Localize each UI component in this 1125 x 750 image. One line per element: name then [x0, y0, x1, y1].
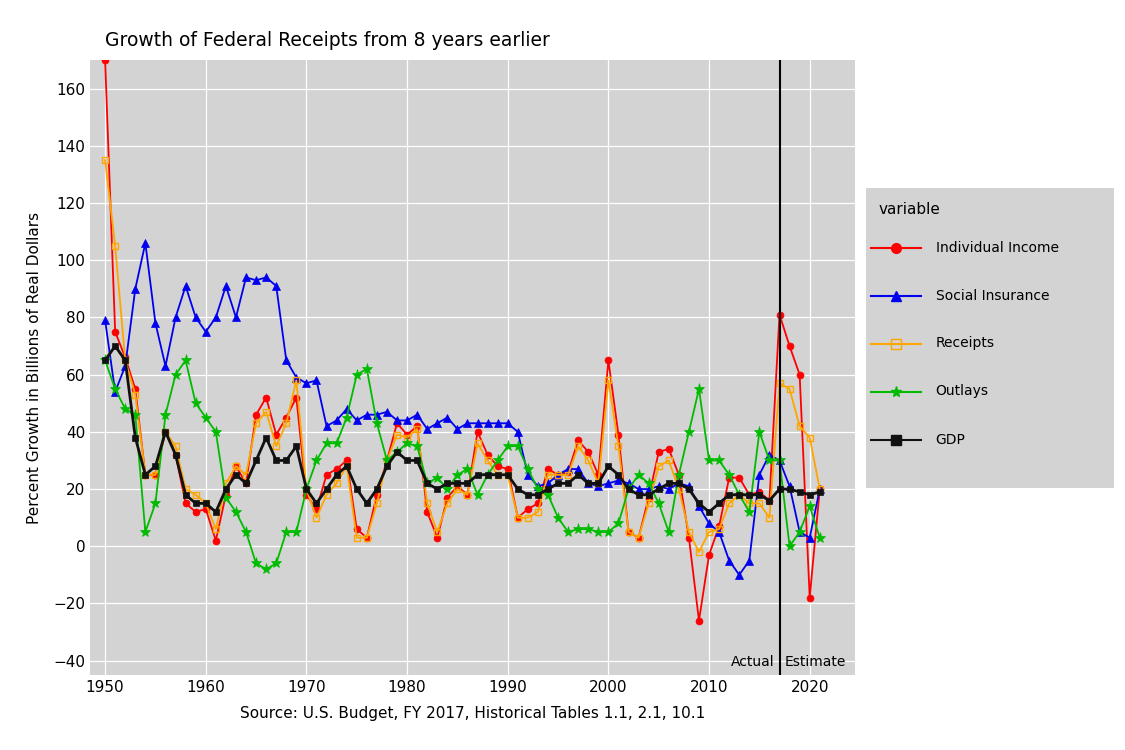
GDP [813, 488, 827, 496]
Text: GDP: GDP [936, 433, 965, 446]
GDP [572, 470, 585, 479]
Text: Outlays: Outlays [936, 385, 989, 398]
Outlays [561, 527, 575, 536]
Receipts [199, 499, 213, 508]
Outlays [813, 533, 827, 542]
Individual Income [501, 464, 514, 473]
Receipts [270, 442, 284, 451]
Text: Estimate: Estimate [784, 656, 846, 669]
Individual Income [340, 456, 353, 465]
GDP [219, 484, 233, 494]
GDP [98, 356, 111, 364]
Social Insurance [209, 313, 223, 322]
Outlays [592, 527, 605, 536]
Social Insurance [732, 571, 746, 580]
Social Insurance [592, 482, 605, 490]
Outlays [511, 442, 524, 451]
Text: variable: variable [879, 202, 940, 217]
Social Insurance [511, 427, 524, 436]
Social Insurance [813, 484, 827, 494]
Y-axis label: Percent Growth in Billions of Real Dollars: Percent Growth in Billions of Real Dolla… [27, 211, 42, 524]
Social Insurance [138, 238, 152, 248]
Line: Social Insurance: Social Insurance [101, 239, 824, 579]
Text: Growth of Federal Receipts from 8 years earlier: Growth of Federal Receipts from 8 years … [106, 31, 550, 50]
Individual Income [582, 448, 595, 457]
GDP [773, 484, 786, 494]
Outlays [279, 527, 292, 536]
Individual Income [270, 430, 284, 439]
Individual Income [199, 505, 213, 514]
Social Insurance [98, 316, 111, 325]
Social Insurance [773, 456, 786, 465]
Line: Receipts: Receipts [102, 157, 822, 555]
Receipts [692, 548, 705, 556]
Text: Individual Income: Individual Income [936, 241, 1059, 254]
Receipts [501, 470, 514, 479]
Social Insurance [350, 416, 363, 425]
GDP [360, 499, 374, 508]
Line: Outlays: Outlays [99, 355, 826, 574]
Outlays [350, 370, 363, 380]
Outlays [98, 356, 111, 364]
Receipts [582, 456, 595, 465]
Social Insurance [561, 464, 575, 473]
Text: Social Insurance: Social Insurance [936, 289, 1048, 302]
Line: Individual Income: Individual Income [101, 56, 824, 624]
Text: Receipts: Receipts [936, 337, 994, 350]
Line: GDP: GDP [101, 343, 824, 515]
Receipts [551, 470, 565, 479]
Outlays [199, 413, 213, 422]
Individual Income [692, 616, 705, 626]
GDP [108, 341, 122, 350]
GDP [521, 490, 534, 500]
Individual Income [98, 56, 111, 64]
GDP [209, 508, 223, 517]
Text: Actual: Actual [731, 656, 774, 669]
Receipts [340, 462, 353, 471]
X-axis label: Source: U.S. Budget, FY 2017, Historical Tables 1.1, 2.1, 10.1: Source: U.S. Budget, FY 2017, Historical… [240, 706, 705, 721]
Individual Income [551, 470, 565, 479]
Individual Income [813, 484, 827, 494]
Outlays [260, 565, 273, 574]
Receipts [98, 155, 111, 164]
GDP [602, 462, 615, 471]
Receipts [813, 484, 827, 494]
